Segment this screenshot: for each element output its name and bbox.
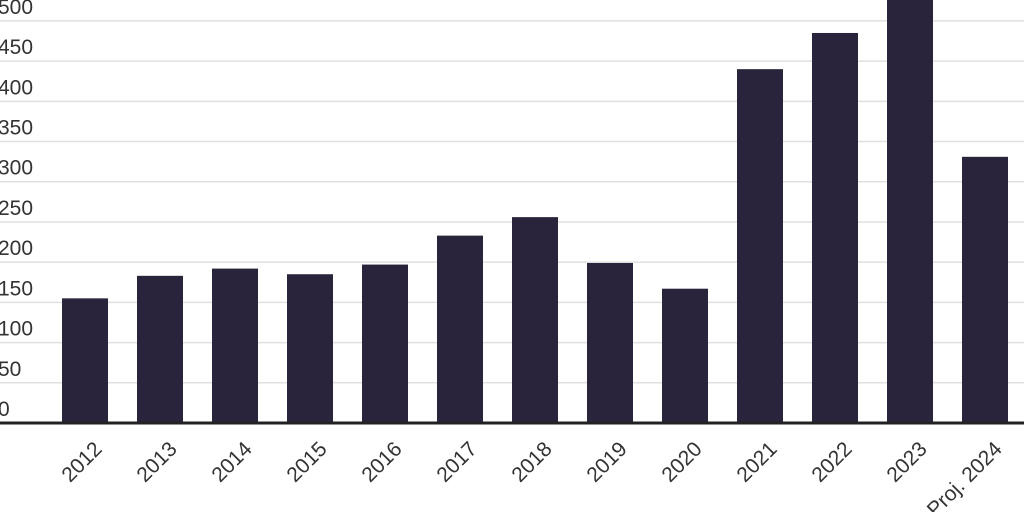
bar xyxy=(287,274,333,423)
bar xyxy=(737,69,783,423)
bar xyxy=(812,32,858,423)
y-tick-label: 0 xyxy=(0,398,10,421)
x-tick-label: 2019 xyxy=(582,437,631,486)
x-tick-label: Proj. 2024 xyxy=(923,437,1007,512)
y-tick-label: 500 xyxy=(0,0,33,19)
x-tick-label: 2022 xyxy=(807,437,856,486)
bar xyxy=(512,217,558,423)
bar xyxy=(962,156,1008,423)
bar xyxy=(887,0,933,424)
x-tick-label: 2015 xyxy=(282,437,331,486)
x-tick-label: 2021 xyxy=(732,437,781,486)
x-tick-label: 2013 xyxy=(132,437,181,486)
x-tick-label: 2017 xyxy=(432,437,481,486)
y-tick-label: 150 xyxy=(0,277,33,300)
bar xyxy=(587,262,633,423)
x-tick-label: 2016 xyxy=(357,437,406,486)
x-tick-label: 2023 xyxy=(882,437,931,486)
y-tick-label: 350 xyxy=(0,117,33,140)
bar xyxy=(662,288,708,423)
bar xyxy=(137,275,183,423)
x-tick-label: 2014 xyxy=(207,437,257,487)
y-tick-label: 50 xyxy=(0,358,21,381)
y-tick-label: 250 xyxy=(0,197,33,220)
y-tick-label: 100 xyxy=(0,318,33,341)
x-tick-label: 2020 xyxy=(657,437,706,486)
y-tick-label: 200 xyxy=(0,237,33,260)
x-tick-label: 2012 xyxy=(57,437,106,486)
y-tick-label: 450 xyxy=(0,36,33,59)
bar xyxy=(362,264,408,423)
y-tick-label: 400 xyxy=(0,76,33,99)
y-tick-label: 300 xyxy=(0,157,33,180)
bar xyxy=(62,298,108,423)
bar xyxy=(437,235,483,423)
x-tick-label: 2018 xyxy=(507,437,556,486)
bar xyxy=(212,268,258,423)
